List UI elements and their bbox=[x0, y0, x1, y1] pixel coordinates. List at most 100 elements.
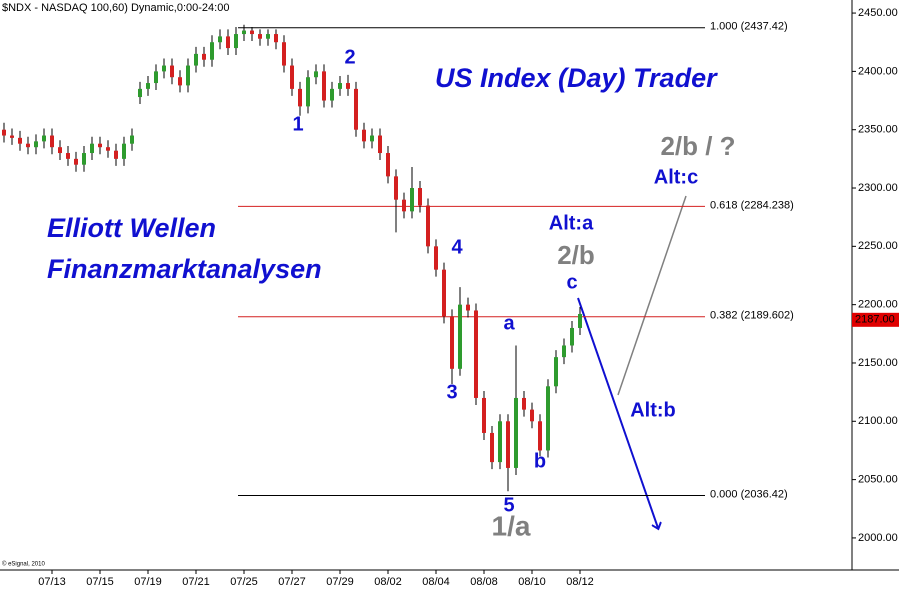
candle-body bbox=[378, 135, 382, 154]
fib-label: 0.382 (2189.602) bbox=[710, 310, 794, 322]
candle-body bbox=[434, 246, 438, 270]
x-tick-label: 08/12 bbox=[566, 576, 594, 588]
x-tick-label: 07/15 bbox=[86, 576, 114, 588]
candle-body bbox=[2, 129, 6, 136]
x-tick-label: 07/29 bbox=[326, 576, 354, 588]
x-tick-label: 07/21 bbox=[182, 576, 210, 588]
candle-body bbox=[82, 153, 86, 165]
candle-body bbox=[370, 135, 374, 142]
forecast-arrow bbox=[577, 297, 658, 528]
candle-body bbox=[242, 30, 246, 35]
candle-body bbox=[314, 71, 318, 78]
fib-label: 1.000 (2437.42) bbox=[710, 21, 788, 33]
candle-body bbox=[138, 88, 142, 98]
candle-body bbox=[554, 357, 558, 387]
alt-path bbox=[617, 195, 687, 396]
candle-body bbox=[154, 71, 158, 84]
candle-body bbox=[122, 143, 126, 159]
candle-body bbox=[282, 42, 286, 66]
last-price-label: 2187.00 bbox=[855, 314, 895, 326]
candle-body bbox=[162, 65, 166, 72]
candle-body bbox=[362, 129, 366, 142]
candle-body bbox=[522, 397, 526, 410]
wave-label: 5 bbox=[503, 494, 514, 516]
y-tick-label: 2250.00 bbox=[858, 240, 898, 252]
x-tick-label: 07/27 bbox=[278, 576, 306, 588]
candle-body bbox=[58, 147, 62, 154]
candle-body bbox=[186, 65, 190, 86]
candle-body bbox=[74, 158, 78, 165]
candle-body bbox=[274, 34, 278, 43]
candle-body bbox=[386, 153, 390, 177]
wave-label: 4 bbox=[451, 236, 463, 258]
candle-body bbox=[42, 135, 46, 142]
wave-label: 3 bbox=[446, 381, 457, 403]
chart-title: $NDX - NASDAQ 100,60) Dynamic,0:00-24:00 bbox=[2, 2, 229, 14]
candle-body bbox=[506, 421, 510, 468]
candle-body bbox=[474, 310, 478, 398]
x-tick-label: 08/08 bbox=[470, 576, 498, 588]
y-tick-label: 2200.00 bbox=[858, 299, 898, 311]
candle-body bbox=[426, 205, 430, 247]
x-tick-label: 07/13 bbox=[38, 576, 66, 588]
x-tick-label: 07/25 bbox=[230, 576, 258, 588]
y-tick-label: 2150.00 bbox=[858, 357, 898, 369]
candle-body bbox=[290, 65, 294, 89]
wave-label: Alt:b bbox=[630, 399, 676, 421]
candle-body bbox=[26, 143, 30, 148]
candle-body bbox=[194, 53, 198, 66]
candle-body bbox=[442, 269, 446, 317]
candle-body bbox=[458, 304, 462, 369]
candle-body bbox=[562, 345, 566, 358]
brand-line: Finanzmarktanalysen bbox=[47, 254, 322, 284]
headline: US Index (Day) Trader bbox=[435, 63, 718, 93]
candle-body bbox=[418, 188, 422, 206]
wave-label: 1 bbox=[292, 113, 303, 135]
y-tick-label: 2400.00 bbox=[858, 65, 898, 77]
candle-body bbox=[170, 65, 174, 78]
fib-label: 0.618 (2284.238) bbox=[710, 199, 794, 211]
brand-line: Elliott Wellen bbox=[47, 213, 216, 243]
candle-body bbox=[578, 313, 582, 328]
candle-body bbox=[34, 141, 38, 148]
x-tick-label: 08/02 bbox=[374, 576, 402, 588]
candle-body bbox=[346, 83, 350, 89]
candle-body bbox=[146, 83, 150, 89]
candle-body bbox=[498, 421, 502, 463]
y-tick-label: 2300.00 bbox=[858, 182, 898, 194]
candle-body bbox=[210, 42, 214, 60]
last-price-tag bbox=[852, 312, 899, 327]
candle-body bbox=[266, 34, 270, 39]
candle-body bbox=[226, 36, 230, 49]
candle-body bbox=[514, 397, 518, 468]
candle-body bbox=[298, 88, 302, 107]
wave-label: 2 bbox=[344, 46, 355, 68]
candle-body bbox=[98, 143, 102, 148]
wave-label: a bbox=[503, 312, 515, 334]
candle-body bbox=[338, 83, 342, 89]
candle-body bbox=[402, 199, 406, 212]
candle-body bbox=[90, 143, 94, 154]
candle-body bbox=[106, 147, 110, 151]
candle-body bbox=[218, 36, 222, 43]
candle-body bbox=[258, 34, 262, 39]
wave-label: Alt:c bbox=[654, 166, 698, 188]
candle-body bbox=[234, 34, 238, 49]
candle-body bbox=[18, 137, 22, 144]
candle-body bbox=[394, 176, 398, 200]
y-tick-label: 2000.00 bbox=[858, 532, 898, 544]
y-tick-label: 2100.00 bbox=[858, 415, 898, 427]
candle-body bbox=[450, 316, 454, 369]
candle-body bbox=[66, 153, 70, 159]
y-tick-label: 2050.00 bbox=[858, 474, 898, 486]
candle-body bbox=[570, 327, 574, 346]
candle-body bbox=[202, 53, 206, 60]
candle-body bbox=[50, 135, 54, 148]
wave-label: 2/b bbox=[557, 240, 595, 270]
candle-body bbox=[410, 188, 414, 212]
candle-body bbox=[178, 77, 182, 86]
candle-body bbox=[306, 77, 310, 107]
wave-label: b bbox=[534, 450, 546, 472]
y-tick-label: 2350.00 bbox=[858, 124, 898, 136]
